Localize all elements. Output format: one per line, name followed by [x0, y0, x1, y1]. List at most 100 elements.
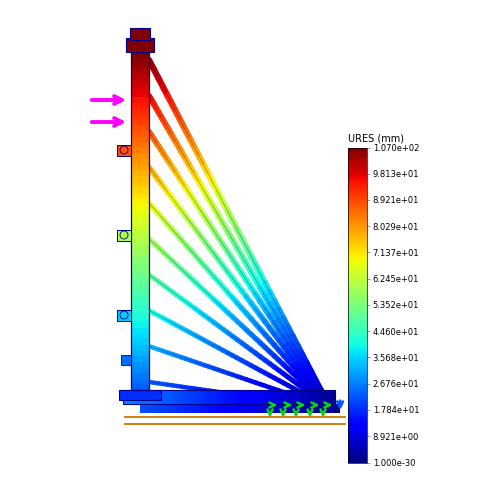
Bar [180, 404, 184, 413]
Bar [131, 340, 149, 345]
Bar [324, 404, 328, 413]
Bar [263, 390, 267, 404]
Bar [250, 390, 254, 404]
Bar [131, 350, 149, 356]
Bar [248, 404, 252, 413]
Bar [204, 404, 208, 413]
Bar [208, 404, 212, 413]
Bar [156, 404, 160, 413]
Bar [232, 404, 236, 413]
Bar [260, 404, 264, 413]
Bar [132, 390, 136, 404]
Bar [236, 404, 240, 413]
Bar [117, 145, 131, 156]
Bar [117, 310, 131, 321]
Bar [160, 404, 164, 413]
Bar [140, 390, 144, 404]
Bar [131, 294, 149, 300]
Bar [131, 283, 149, 288]
Bar [131, 125, 149, 131]
Bar [300, 404, 304, 413]
Bar [304, 404, 308, 413]
Bar [121, 355, 131, 365]
Bar [166, 390, 170, 404]
Bar [136, 390, 140, 404]
Bar [131, 97, 149, 102]
Bar [168, 404, 172, 413]
Bar [119, 390, 161, 400]
Bar [131, 114, 149, 119]
Bar [164, 404, 168, 413]
Bar [297, 390, 301, 404]
Bar [292, 390, 297, 404]
Bar [130, 28, 150, 40]
Bar [200, 390, 203, 404]
Bar [195, 390, 200, 404]
Bar [131, 108, 149, 114]
Bar [204, 390, 208, 404]
Bar [229, 390, 233, 404]
Bar [131, 176, 149, 182]
Bar [225, 390, 229, 404]
Bar [308, 404, 312, 413]
Bar [216, 404, 220, 413]
Bar [176, 404, 180, 413]
Bar [131, 69, 149, 74]
Bar [272, 404, 276, 413]
Bar [188, 404, 192, 413]
Bar [131, 52, 149, 390]
Bar [276, 390, 280, 404]
Bar [184, 404, 188, 413]
Bar [296, 404, 300, 413]
Bar [131, 317, 149, 322]
Bar [310, 390, 314, 404]
Bar [182, 390, 186, 404]
Text: URES (mm): URES (mm) [348, 134, 404, 144]
Bar [131, 384, 149, 390]
Bar [117, 230, 131, 241]
Bar [280, 390, 284, 404]
Bar [212, 390, 216, 404]
Bar [224, 404, 228, 413]
Bar [331, 390, 335, 404]
Bar [272, 390, 276, 404]
Bar [131, 164, 149, 170]
Bar [131, 159, 149, 164]
Bar [123, 390, 127, 404]
Circle shape [120, 311, 128, 319]
Bar [131, 74, 149, 80]
Bar [322, 390, 326, 404]
Bar [288, 390, 292, 404]
Circle shape [120, 231, 128, 239]
Bar [196, 404, 200, 413]
Bar [131, 136, 149, 142]
Bar [268, 404, 272, 413]
Bar [228, 404, 232, 413]
Bar [131, 322, 149, 328]
Bar [280, 404, 284, 413]
Bar [131, 148, 149, 154]
Bar [336, 404, 340, 413]
Bar [191, 390, 195, 404]
Bar [131, 266, 149, 272]
Bar [192, 404, 196, 413]
Bar [216, 390, 220, 404]
Bar [314, 390, 318, 404]
Bar [131, 368, 149, 373]
Bar [131, 278, 149, 283]
Bar [131, 244, 149, 249]
Bar [131, 210, 149, 216]
Bar [131, 154, 149, 159]
Bar [254, 390, 258, 404]
Bar [316, 404, 320, 413]
Bar [238, 390, 242, 404]
Bar [148, 404, 152, 413]
Bar [131, 120, 149, 125]
Bar [312, 404, 316, 413]
Bar [131, 52, 149, 58]
Bar [220, 404, 224, 413]
Bar [264, 404, 268, 413]
Bar [161, 390, 166, 404]
Bar [131, 334, 149, 340]
Bar [208, 390, 212, 404]
